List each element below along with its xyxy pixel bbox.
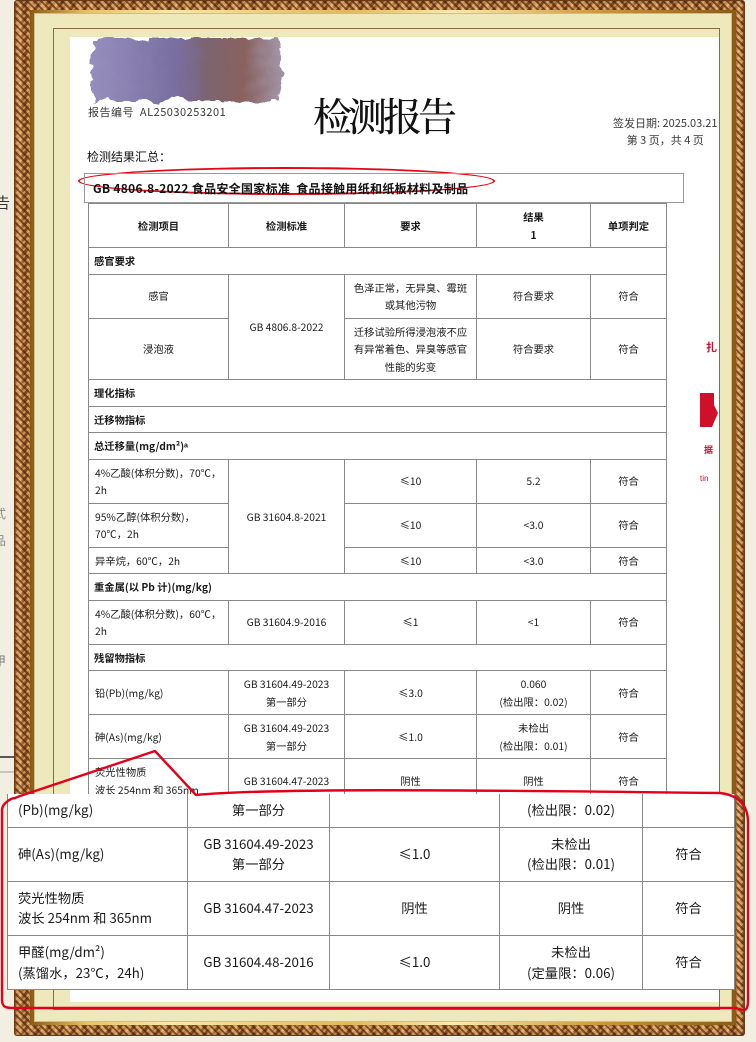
svg-text:tin: tin (700, 474, 708, 483)
svg-text:式: 式 (0, 505, 6, 522)
svg-text:品: 品 (0, 532, 6, 549)
svg-text:甲: 甲 (0, 652, 6, 669)
svg-text:扎: 扎 (706, 339, 717, 355)
svg-text:告: 告 (0, 192, 10, 213)
svg-text:据: 据 (704, 443, 713, 456)
